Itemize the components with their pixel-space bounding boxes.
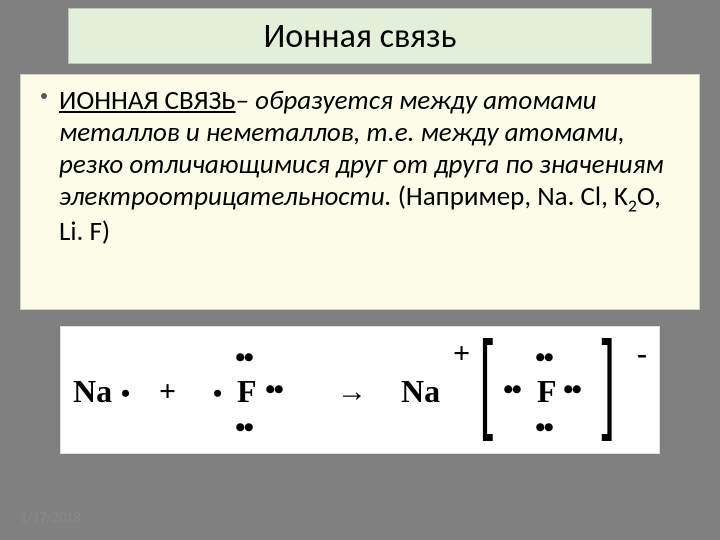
plus-operator: + <box>159 375 176 409</box>
f-dots-bottom: •• <box>235 413 252 443</box>
definition-text: ИОННАЯ СВЯЗЬ– образуется между атомами м… <box>59 85 677 248</box>
example-sub: 2 <box>628 194 637 216</box>
f2-dots-left: •• <box>503 375 520 405</box>
charge-plus: + <box>453 337 470 371</box>
atom-f-right: F <box>537 373 557 410</box>
term: ИОННАЯ СВЯЗЬ <box>59 84 236 117</box>
f-dots-top: •• <box>235 343 252 373</box>
f-dot-left: • <box>213 381 222 407</box>
bracket-right: ] <box>601 317 615 444</box>
bracket-left: [ <box>479 317 493 444</box>
bullet-icon <box>41 93 47 99</box>
title-bar: Ионная связь <box>68 8 652 64</box>
na-dot: • <box>121 381 130 407</box>
f2-dots-bottom: •• <box>535 413 552 443</box>
atom-na-right: Na <box>401 373 440 410</box>
f2-dots-top: •• <box>535 343 552 373</box>
footer-date: 1/17/2018 <box>20 509 80 526</box>
f-dots-right: •• <box>265 375 282 405</box>
dash: – <box>236 84 249 117</box>
arrow: → <box>337 375 367 409</box>
f2-dots-right: •• <box>563 375 580 405</box>
atom-na-left: Na <box>73 373 112 410</box>
lewis-diagram: Na • + • F •• •• •• → Na + [ •• F •• •• … <box>60 326 660 454</box>
atom-f-left: F <box>237 373 257 410</box>
example-prefix: (Например, Na. Cl, K <box>392 180 628 213</box>
definition-box: ИОННАЯ СВЯЗЬ– образуется между атомами м… <box>20 74 700 310</box>
slide-title: Ионная связь <box>263 16 456 57</box>
charge-minus: - <box>637 337 647 371</box>
